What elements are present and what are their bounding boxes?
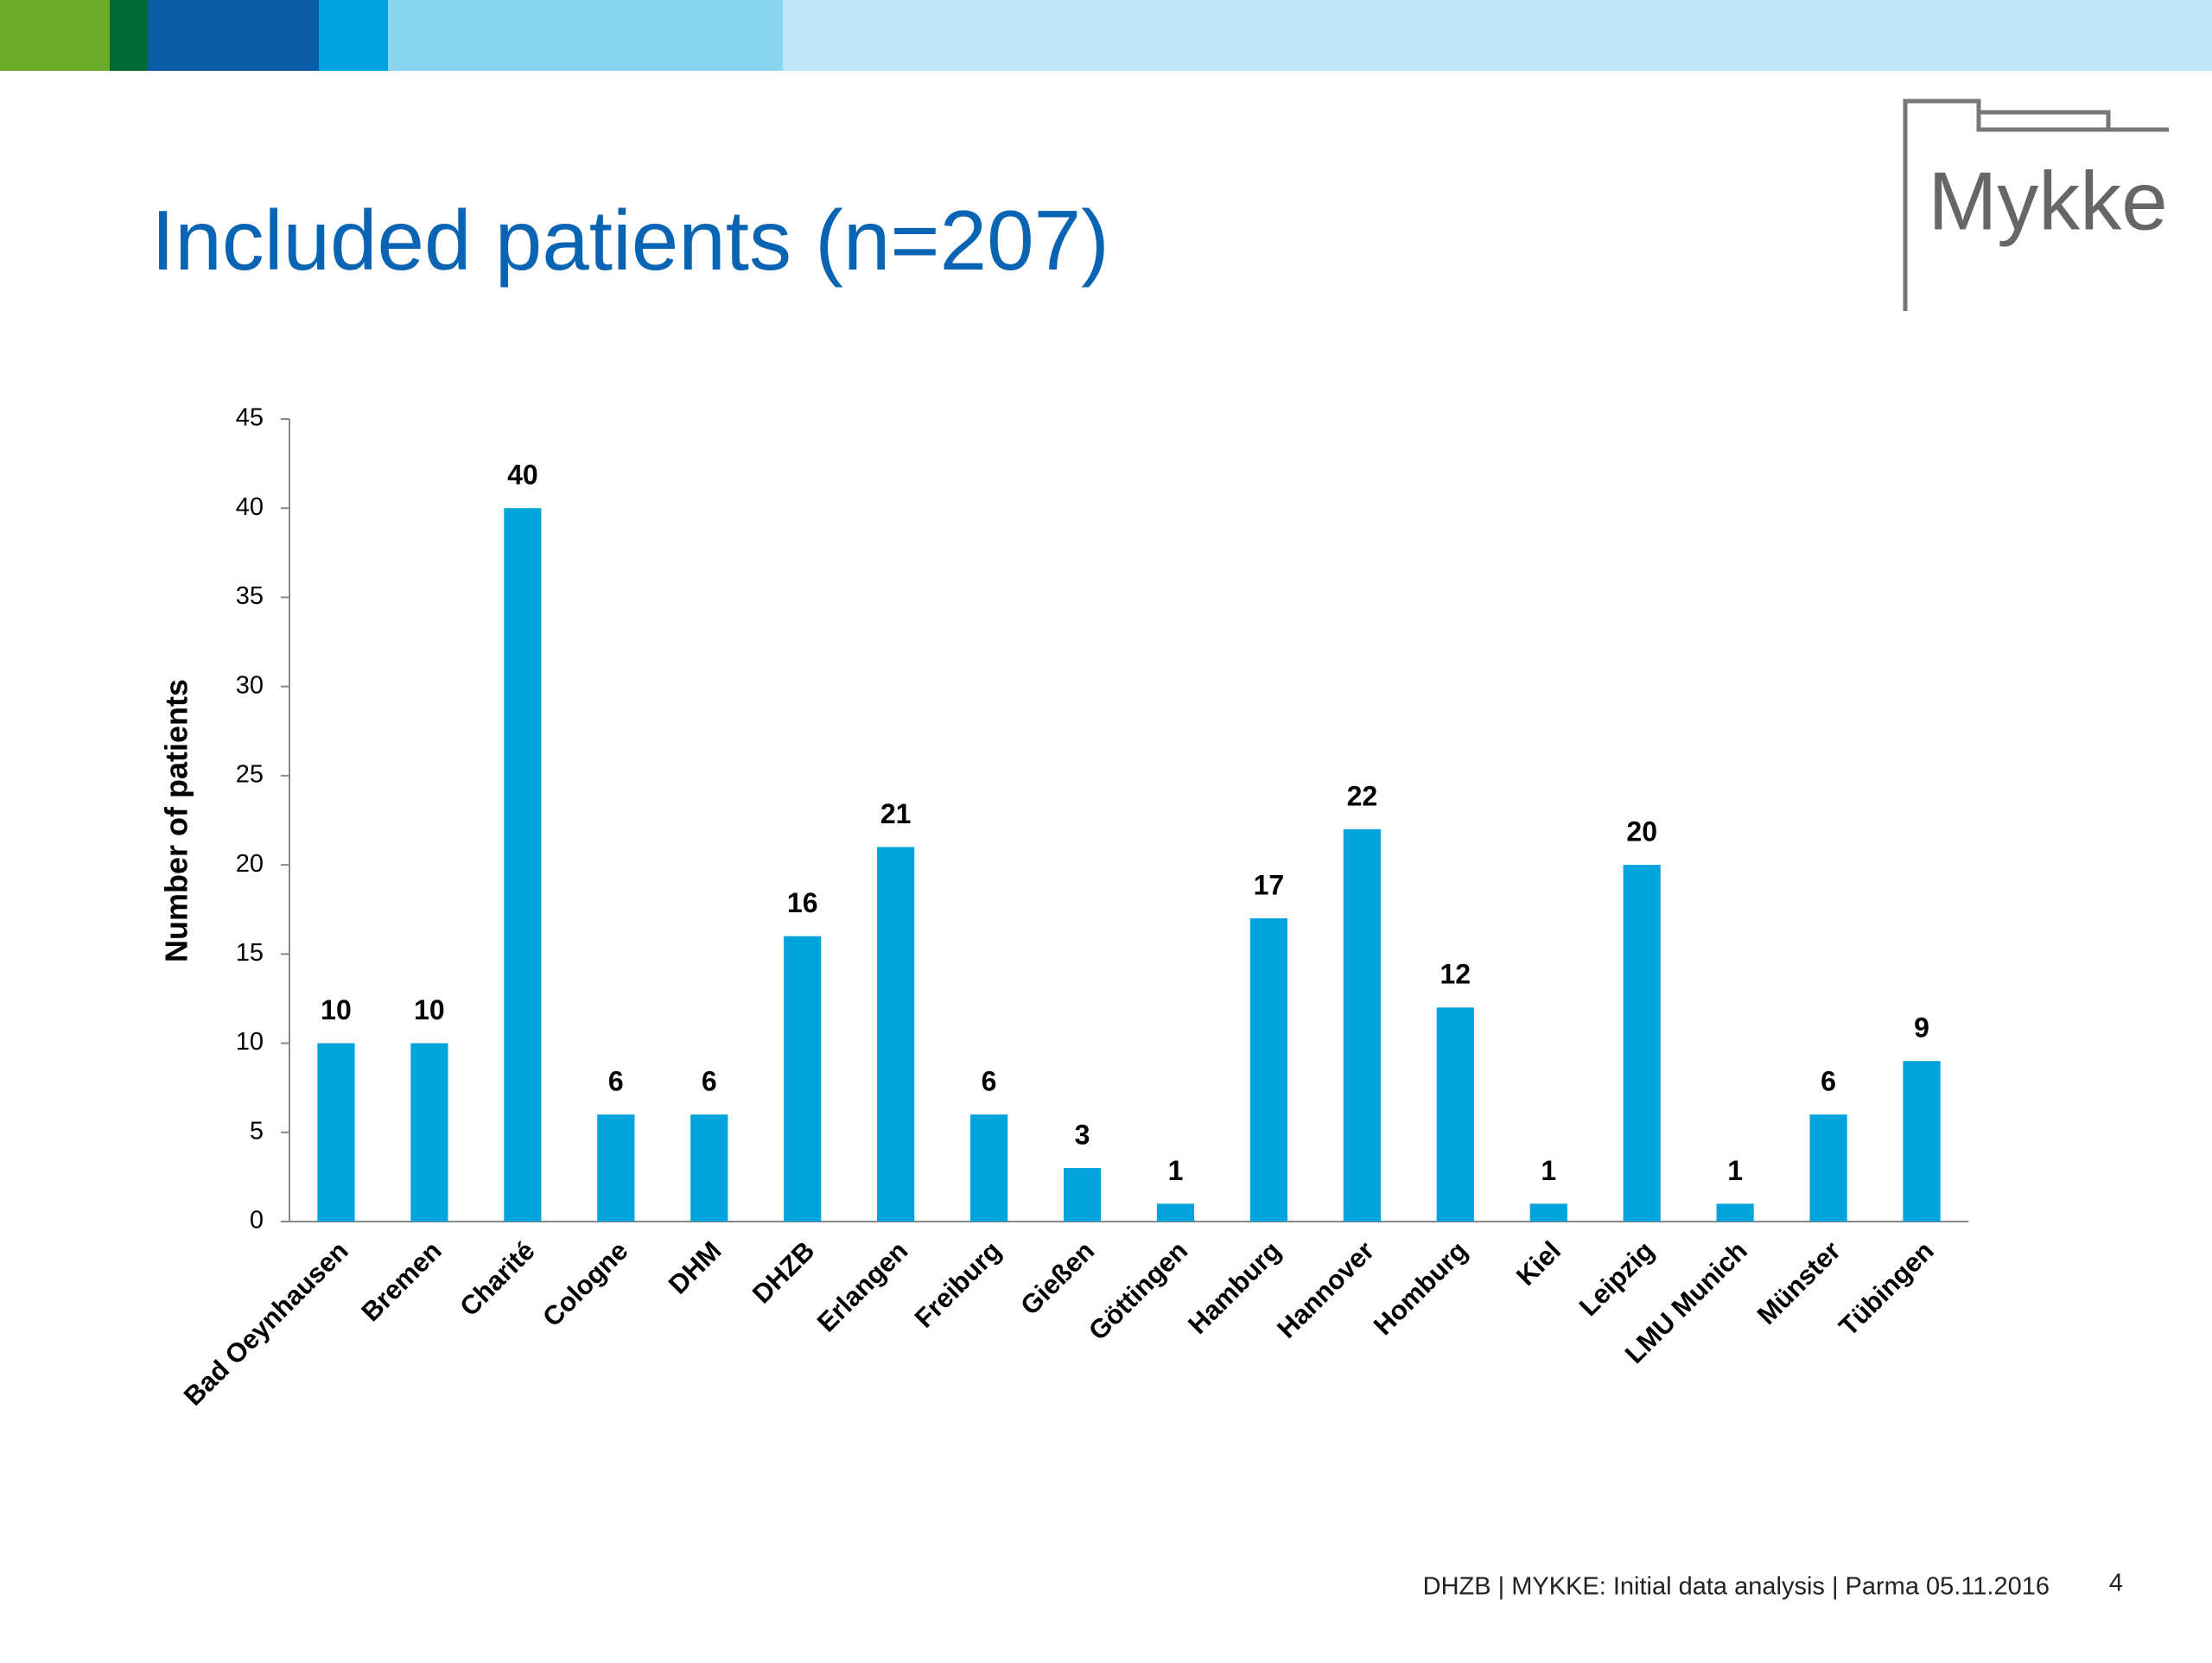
x-tick-label: Leipzig bbox=[1573, 1235, 1660, 1322]
x-tick-label: Bremen bbox=[355, 1235, 447, 1327]
x-tick-label: Kiel bbox=[1510, 1235, 1567, 1292]
value-label: 1 bbox=[1541, 1155, 1556, 1186]
value-label: 1 bbox=[1168, 1155, 1184, 1186]
bar bbox=[504, 508, 542, 1222]
footer: DHZB | MYKKE: Initial data analysis | Pa… bbox=[1423, 1573, 2050, 1601]
y-tick-label: 15 bbox=[236, 939, 264, 967]
y-tick-label: 40 bbox=[236, 493, 264, 521]
x-tick-label: Erlangen bbox=[811, 1235, 914, 1338]
bar bbox=[1529, 1203, 1567, 1222]
y-tick-label: 5 bbox=[250, 1117, 264, 1145]
x-tick-label: Göttingen bbox=[1083, 1235, 1193, 1346]
bar bbox=[690, 1114, 728, 1222]
bar bbox=[1436, 1007, 1474, 1222]
bar bbox=[969, 1114, 1008, 1222]
x-tick-label: DHM bbox=[663, 1235, 728, 1300]
y-tick-label: 30 bbox=[236, 671, 264, 699]
value-label: 20 bbox=[1626, 816, 1657, 847]
page-number: 4 bbox=[2109, 1570, 2123, 1597]
value-label: 6 bbox=[702, 1066, 717, 1097]
x-tick-label: Gießen bbox=[1014, 1235, 1100, 1321]
x-tick-label: Hamburg bbox=[1182, 1235, 1287, 1340]
y-tick-label: 35 bbox=[236, 582, 264, 610]
x-tick-label: Homburg bbox=[1368, 1235, 1473, 1341]
value-label: 21 bbox=[880, 798, 912, 829]
bar bbox=[1063, 1168, 1102, 1222]
logo-text: Mykke bbox=[1928, 155, 2167, 247]
y-tick-label: 0 bbox=[250, 1207, 264, 1235]
slide-title: Included patients (n=207) bbox=[151, 193, 1109, 288]
bar bbox=[1809, 1114, 1847, 1222]
logo bbox=[1903, 98, 2169, 311]
bar bbox=[1903, 1061, 1941, 1222]
header-band bbox=[0, 0, 2212, 71]
bar bbox=[1623, 865, 1661, 1222]
y-axis-label: Number of patients bbox=[159, 679, 194, 962]
x-tick-label: Bad Oeynhausen bbox=[178, 1235, 354, 1412]
value-label: 6 bbox=[1821, 1066, 1836, 1097]
x-tick-label: Cologne bbox=[537, 1235, 633, 1332]
bar bbox=[784, 936, 822, 1222]
x-tick-label: Hannover bbox=[1271, 1235, 1380, 1344]
bar bbox=[597, 1114, 635, 1222]
x-tick-label: DHZB bbox=[747, 1235, 821, 1310]
y-tick-label: 25 bbox=[236, 761, 264, 789]
bar bbox=[1716, 1203, 1754, 1222]
x-tick-label: Charité bbox=[454, 1235, 540, 1322]
value-label: 3 bbox=[1075, 1120, 1090, 1151]
value-label: 17 bbox=[1254, 869, 1285, 900]
bar bbox=[1156, 1203, 1195, 1222]
y-tick-label: 10 bbox=[236, 1028, 264, 1056]
bar bbox=[877, 847, 915, 1222]
x-tick-label: Münster bbox=[1751, 1235, 1847, 1330]
value-label: 22 bbox=[1347, 780, 1378, 811]
bar bbox=[317, 1043, 355, 1222]
value-label: 16 bbox=[787, 887, 818, 918]
x-tick-label: Tübingen bbox=[1833, 1235, 1939, 1342]
bar bbox=[1343, 828, 1381, 1222]
bar bbox=[410, 1043, 448, 1222]
value-label: 9 bbox=[1914, 1012, 1929, 1044]
y-tick-label: 20 bbox=[236, 850, 264, 878]
value-label: 10 bbox=[414, 994, 445, 1025]
value-label: 6 bbox=[608, 1066, 624, 1097]
bar bbox=[1249, 918, 1288, 1222]
value-label: 12 bbox=[1440, 959, 1471, 990]
value-label: 6 bbox=[982, 1066, 997, 1097]
y-tick-label: 45 bbox=[236, 404, 264, 432]
value-label: 1 bbox=[1727, 1155, 1743, 1186]
x-tick-label: Freiburg bbox=[909, 1235, 1007, 1334]
value-label: 10 bbox=[321, 994, 352, 1025]
value-label: 40 bbox=[507, 460, 538, 491]
